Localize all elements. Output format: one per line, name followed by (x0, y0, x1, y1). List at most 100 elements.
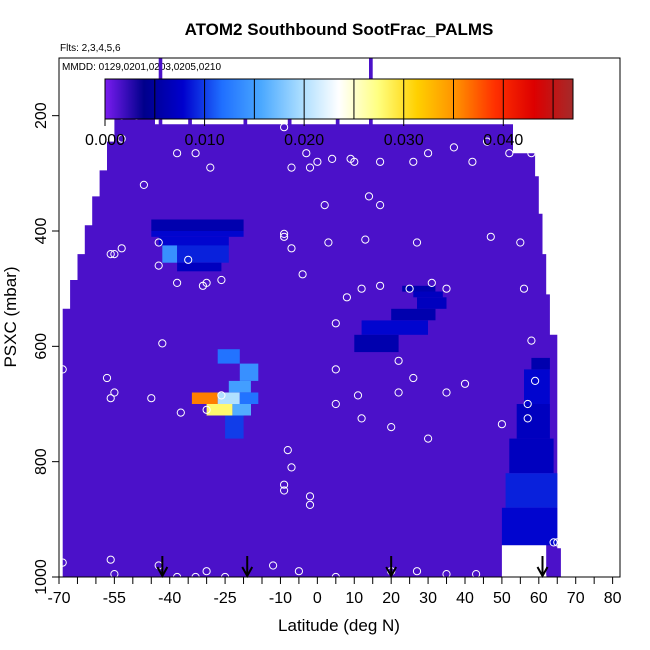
sample-point (527, 149, 536, 158)
x-tick-label: -70 (47, 590, 70, 607)
heat-cell (177, 245, 229, 263)
sample-point (217, 391, 226, 400)
x-tick-label: 50 (493, 590, 511, 607)
sample-point (305, 492, 315, 501)
sample-point (283, 446, 292, 455)
arrow-marker (156, 556, 169, 579)
sample-point (173, 278, 182, 287)
sample-point (328, 154, 337, 163)
sample-point (353, 391, 363, 400)
sample-point (409, 373, 418, 383)
sample-point (394, 388, 403, 397)
axes: -70 -55 -40 -25 -10 0 10 20 30 40 50 60 70 80 200 400 60… (33, 102, 622, 607)
heat-cell (516, 404, 550, 439)
heat-cell (158, 236, 229, 246)
heat-cell (413, 291, 443, 298)
sample-point (191, 149, 200, 158)
sample-point (342, 293, 351, 302)
sample-point (442, 284, 451, 293)
sample-point (394, 356, 403, 365)
y-tick-label: 1000 (33, 559, 50, 595)
sample-point (280, 480, 289, 489)
sample-point (357, 414, 366, 423)
sample-point (387, 423, 396, 432)
colorbar-tick-label: 0.030 (384, 132, 424, 149)
arrow-marker (536, 556, 549, 579)
x-tick-label: -40 (158, 590, 181, 607)
sample-point (106, 555, 115, 564)
sample-point (468, 157, 477, 166)
sample-point (549, 538, 558, 547)
sample-point (287, 244, 296, 253)
x-tick-label: 80 (604, 590, 622, 607)
sample-point (305, 163, 315, 172)
heat-cell (162, 245, 178, 263)
heat-cell (361, 320, 428, 335)
sample-point (110, 250, 119, 259)
sample-point (497, 420, 506, 429)
sample-point (280, 123, 289, 132)
y-axis-label: PSXC (mbar) (1, 266, 20, 367)
sample-point (280, 229, 289, 238)
sample-point (449, 143, 458, 152)
heat-cell (501, 507, 558, 546)
heat-cell (505, 473, 558, 508)
sample-point (269, 561, 278, 570)
sample-point (424, 149, 433, 158)
x-tick-label: 20 (382, 590, 400, 607)
x-tick-label: 40 (456, 590, 474, 607)
sample-point (102, 373, 112, 383)
sample-point (280, 232, 289, 241)
sample-point (442, 388, 451, 397)
heat-cell (232, 404, 251, 416)
sample-point (110, 388, 119, 397)
sample-point (553, 538, 562, 547)
sample-point (472, 570, 481, 579)
sample-point (313, 157, 322, 166)
colorbar-gradient (104, 78, 574, 120)
heat-cell (217, 349, 240, 364)
heat-cell (177, 262, 222, 272)
x-tick-label: -55 (103, 590, 126, 607)
sample-point (117, 244, 126, 253)
sample-point (376, 281, 385, 290)
chart-annotation: MMDD: 0129,0201,0203,0205,0210 (62, 62, 221, 73)
x-axis-label: Latitude (deg N) (278, 616, 400, 635)
sample-point (331, 319, 340, 328)
colorbar-tick-label: 0.010 (185, 132, 225, 149)
sample-point (331, 399, 340, 409)
x-tick-label: 30 (419, 590, 437, 607)
sample-point (298, 270, 307, 279)
sample-point (531, 376, 540, 385)
base-region (62, 58, 561, 577)
sample-point (320, 201, 329, 210)
sample-point (202, 567, 211, 576)
sample-point (527, 336, 536, 345)
heat-cell (354, 334, 399, 353)
y-tick-label: 600 (33, 333, 50, 360)
sample-point (176, 408, 185, 417)
sample-point (486, 232, 495, 241)
heat-cell (217, 392, 240, 404)
sample-point (287, 163, 296, 172)
sample-point (364, 192, 374, 201)
heat-cell (391, 308, 436, 321)
sample-point (324, 238, 333, 247)
sample-point (302, 149, 311, 158)
arrow-marker (241, 556, 254, 579)
sample-point (106, 250, 115, 259)
sample-point (331, 365, 340, 374)
heat-cell (228, 380, 251, 393)
y-tick-label: 400 (33, 218, 50, 245)
sample-point (106, 394, 115, 403)
empty-region (501, 545, 547, 577)
sample-point (405, 284, 414, 293)
heat-cell (239, 392, 259, 404)
sample-point (350, 157, 359, 166)
sample-point (147, 394, 156, 403)
sample-point (427, 278, 436, 287)
plot-area (58, 58, 562, 582)
sample-point (139, 180, 148, 189)
sample-point (202, 405, 211, 414)
sample-point (184, 255, 193, 264)
